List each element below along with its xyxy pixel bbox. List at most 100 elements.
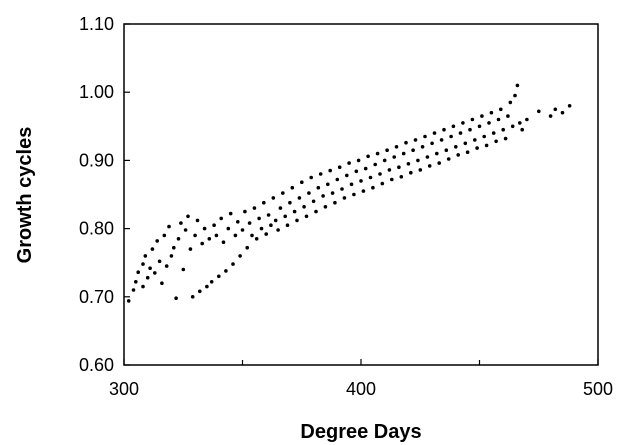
data-point <box>202 226 207 231</box>
data-point <box>491 131 496 135</box>
data-point <box>292 209 297 214</box>
data-point <box>269 223 273 227</box>
data-point <box>506 114 510 118</box>
data-point <box>219 216 223 221</box>
data-point <box>264 232 269 236</box>
y-axis-ticks: 0.60 0.70 0.80 0.90 1.00 1.10 <box>79 14 130 375</box>
y-tick-label: 0.60 <box>79 355 114 375</box>
data-point <box>406 162 411 166</box>
data-point <box>375 151 380 156</box>
data-point <box>278 206 283 210</box>
data-point <box>437 161 442 165</box>
data-point <box>224 269 228 273</box>
data-point <box>397 165 401 169</box>
data-point <box>174 296 178 301</box>
data-point <box>167 224 171 229</box>
data-point <box>416 158 420 163</box>
data-point <box>390 177 394 182</box>
data-point <box>446 157 451 161</box>
data-point <box>480 114 484 118</box>
data-point <box>439 138 444 142</box>
data-point <box>489 110 494 115</box>
data-point <box>461 121 465 125</box>
data-point <box>392 155 397 159</box>
data-point <box>333 200 337 205</box>
data-point <box>444 148 449 152</box>
data-point <box>340 187 344 191</box>
data-point <box>316 185 321 190</box>
data-point <box>143 254 148 258</box>
data-point <box>404 140 408 145</box>
data-point <box>309 175 314 180</box>
data-point <box>537 109 541 114</box>
data-point <box>179 221 183 225</box>
data-point <box>141 262 145 266</box>
data-point <box>314 209 318 214</box>
data-point <box>304 214 309 219</box>
data-point <box>302 205 306 209</box>
data-point <box>160 281 164 286</box>
data-point <box>368 175 373 180</box>
data-point <box>548 114 553 118</box>
data-point <box>150 247 155 251</box>
data-point <box>311 199 316 204</box>
data-point <box>413 138 418 142</box>
data-point <box>134 280 138 284</box>
data-point <box>226 226 231 231</box>
data-point <box>259 226 264 231</box>
data-point <box>359 179 363 183</box>
data-point <box>342 196 347 200</box>
data-point <box>347 161 351 165</box>
data-point <box>254 237 259 241</box>
data-point <box>451 124 456 129</box>
data-point <box>205 284 209 289</box>
data-point <box>456 153 461 157</box>
data-point <box>430 141 434 146</box>
data-point <box>290 185 295 190</box>
data-point <box>465 150 470 154</box>
data-point <box>217 274 221 279</box>
data-point <box>328 168 333 173</box>
data-point <box>181 267 186 272</box>
data-point <box>525 117 529 122</box>
data-point <box>510 124 515 129</box>
data-point <box>401 151 406 156</box>
data-point <box>155 239 159 243</box>
data-point <box>295 218 299 223</box>
data-point <box>435 151 439 156</box>
y-tick-label: 0.80 <box>79 219 114 239</box>
data-point <box>567 104 572 108</box>
data-point <box>281 191 285 195</box>
data-point <box>394 145 399 149</box>
data-point <box>520 127 524 132</box>
data-point <box>387 168 392 172</box>
data-point <box>243 209 247 214</box>
data-point <box>418 168 423 172</box>
data-point <box>560 110 565 115</box>
data-point <box>262 200 266 205</box>
data-point <box>131 288 136 292</box>
x-tick-label: 300 <box>109 379 139 399</box>
data-point <box>337 165 342 169</box>
data-point <box>318 172 323 176</box>
data-point <box>477 124 482 129</box>
data-point <box>335 177 340 182</box>
data-point <box>164 264 169 268</box>
data-point <box>363 166 368 171</box>
data-point <box>297 196 302 200</box>
data-point <box>515 83 520 88</box>
data-point <box>513 93 517 98</box>
data-point <box>190 295 195 299</box>
data-point <box>482 134 487 139</box>
data-point <box>487 121 491 125</box>
data-point <box>162 233 167 238</box>
data-point <box>463 141 468 146</box>
data-point <box>238 254 242 258</box>
data-point <box>169 254 174 258</box>
data-point <box>193 233 197 238</box>
data-point <box>228 211 233 216</box>
data-point <box>236 220 240 224</box>
data-point <box>409 170 413 175</box>
data-point <box>273 218 278 223</box>
data-point <box>271 196 276 200</box>
